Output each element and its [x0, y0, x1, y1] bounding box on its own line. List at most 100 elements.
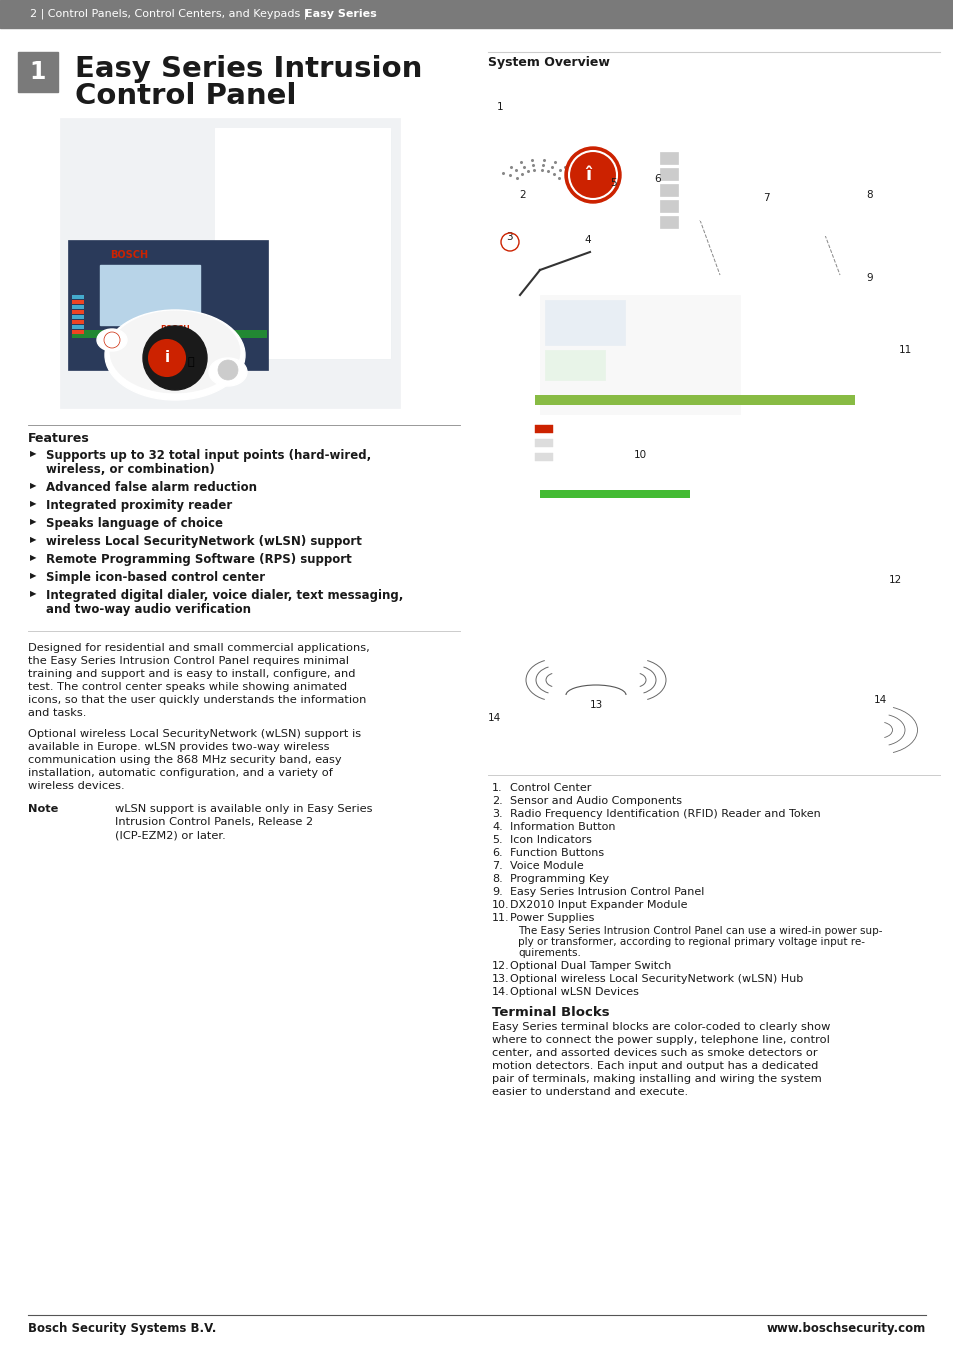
Text: 6: 6 [654, 174, 660, 184]
Bar [71, 300, 84, 304]
Text: 11.: 11. [492, 913, 509, 923]
Text: 7: 7 [761, 193, 768, 202]
Bar [535, 454, 553, 460]
Bar [214, 128, 390, 358]
Text: and tasks.: and tasks. [28, 707, 87, 718]
Text: training and support and is easy to install, configure, and: training and support and is easy to inst… [28, 670, 355, 679]
Text: Terminal Blocks: Terminal Blocks [492, 1006, 609, 1019]
Text: Intrusion Control Panels, Release 2: Intrusion Control Panels, Release 2 [115, 817, 313, 828]
Text: 2: 2 [519, 190, 526, 200]
Text: ▶: ▶ [30, 450, 36, 458]
Text: Information Button: Information Button [510, 822, 615, 832]
Text: ▶: ▶ [30, 500, 36, 508]
Bar [544, 300, 624, 346]
Text: The Easy Series Intrusion Control Panel can use a wired-in power sup-: The Easy Series Intrusion Control Panel … [517, 926, 882, 936]
Text: wireless, or combination): wireless, or combination) [46, 463, 214, 477]
Bar [71, 320, 84, 324]
Bar [535, 396, 854, 405]
Ellipse shape [492, 100, 687, 250]
Text: 14: 14 [488, 713, 500, 724]
Text: pair of terminals, making installing and wiring the system: pair of terminals, making installing and… [492, 1075, 821, 1084]
Text: test. The control center speaks while showing animated: test. The control center speaks while sh… [28, 682, 347, 693]
Text: 3.: 3. [492, 809, 502, 819]
Bar [71, 325, 84, 329]
Text: Optional wLSN Devices: Optional wLSN Devices [510, 987, 639, 998]
Text: Bosch Security Systems B.V.: Bosch Security Systems B.V. [28, 1322, 216, 1335]
Text: motion detectors. Each input and output has a dedicated: motion detectors. Each input and output … [492, 1061, 818, 1071]
Text: ▶: ▶ [30, 554, 36, 562]
Text: (ICP-EZM2) or later.: (ICP-EZM2) or later. [115, 830, 226, 840]
Text: installation, automatic configuration, and a variety of: installation, automatic configuration, a… [28, 768, 333, 778]
Text: the Easy Series Intrusion Control Panel requires minimal: the Easy Series Intrusion Control Panel … [28, 656, 349, 666]
Bar [545, 625, 645, 695]
Text: wireless devices.: wireless devices. [28, 782, 125, 791]
Text: Note: Note [28, 805, 58, 814]
Text: Remote Programming Software (RPS) support: Remote Programming Software (RPS) suppor… [46, 554, 352, 566]
Bar [18, 53, 58, 92]
Text: Radio Frequency Identification (RFID) Reader and Token: Radio Frequency Identification (RFID) Re… [510, 809, 820, 819]
Text: Optional wireless Local SecurityNetwork (wLSN) Hub: Optional wireless Local SecurityNetwork … [510, 973, 802, 984]
Text: Icon Indicators: Icon Indicators [510, 836, 591, 845]
Ellipse shape [497, 227, 522, 256]
Text: ▶: ▶ [30, 481, 36, 490]
Text: ▶: ▶ [30, 535, 36, 544]
Bar [820, 580, 879, 616]
Bar [71, 296, 84, 298]
Text: 4.: 4. [492, 822, 502, 832]
Text: System Overview: System Overview [488, 55, 609, 69]
Text: ▶: ▶ [30, 589, 36, 598]
Text: 2.: 2. [492, 796, 502, 806]
Text: Control Center: Control Center [510, 783, 591, 792]
Circle shape [149, 340, 185, 377]
Ellipse shape [110, 310, 240, 393]
Text: wLSN support is available only in Easy Series: wLSN support is available only in Easy S… [115, 805, 372, 814]
Text: Integrated proximity reader: Integrated proximity reader [46, 500, 232, 512]
Bar [659, 200, 678, 212]
Text: Advanced false alarm reduction: Advanced false alarm reduction [46, 481, 256, 494]
Text: Sensor and Audio Components: Sensor and Audio Components [510, 796, 681, 806]
Text: BOSCH: BOSCH [110, 250, 148, 261]
Bar [659, 153, 678, 163]
Bar [71, 329, 84, 333]
Text: 5: 5 [610, 178, 617, 188]
Circle shape [564, 147, 620, 202]
Text: Control Panel: Control Panel [75, 82, 296, 109]
Text: 1.: 1. [492, 783, 502, 792]
Text: 7.: 7. [492, 861, 502, 871]
Bar [544, 350, 604, 379]
Text: center, and assorted devices such as smoke detectors or: center, and assorted devices such as smo… [492, 1048, 817, 1058]
Text: quirements.: quirements. [517, 948, 580, 958]
Bar [659, 184, 678, 196]
Text: available in Europe. wLSN provides two-way wireless: available in Europe. wLSN provides two-w… [28, 743, 329, 752]
Text: 4: 4 [584, 235, 591, 244]
Text: Easy Series: Easy Series [305, 9, 376, 19]
Bar [874, 360, 934, 440]
Text: Supports up to 32 total input points (hard-wired,: Supports up to 32 total input points (ha… [46, 450, 371, 462]
Text: 13: 13 [589, 701, 602, 710]
Text: Designed for residential and small commercial applications,: Designed for residential and small comme… [28, 643, 370, 653]
Text: where to connect the power supply, telephone line, control: where to connect the power supply, telep… [492, 1035, 829, 1045]
Text: ▶: ▶ [30, 571, 36, 580]
Text: 12.: 12. [492, 961, 509, 971]
Text: icons, so that the user quickly understands the information: icons, so that the user quickly understa… [28, 695, 366, 705]
Bar [535, 425, 553, 433]
Text: 13.: 13. [492, 973, 509, 984]
Circle shape [143, 325, 207, 390]
Text: 5.: 5. [492, 836, 502, 845]
Text: Programming Key: Programming Key [510, 873, 608, 884]
Text: wireless Local SecurityNetwork (wLSN) support: wireless Local SecurityNetwork (wLSN) su… [46, 535, 361, 548]
Bar [539, 296, 740, 435]
Text: ▶: ▶ [30, 517, 36, 526]
Text: 1: 1 [497, 103, 503, 112]
Text: Optional wireless Local SecurityNetwork (wLSN) support is: Optional wireless Local SecurityNetwork … [28, 729, 361, 738]
Circle shape [218, 360, 237, 379]
Bar [218, 131, 390, 358]
Text: 14: 14 [872, 695, 885, 705]
Text: Easy Series Intrusion: Easy Series Intrusion [75, 55, 422, 82]
Text: www.boschsecurity.com: www.boschsecurity.com [766, 1322, 925, 1335]
Text: 10.: 10. [492, 900, 509, 910]
Bar [100, 265, 200, 325]
Bar [659, 216, 678, 228]
Bar [488, 690, 537, 770]
Text: 1: 1 [30, 59, 46, 84]
